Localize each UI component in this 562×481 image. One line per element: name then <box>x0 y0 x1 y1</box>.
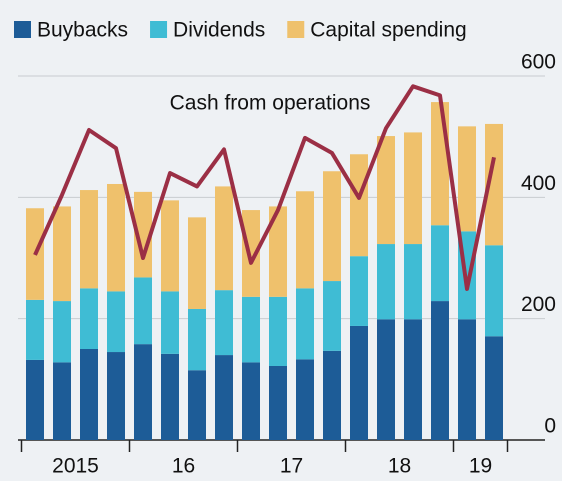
bar-segment <box>485 336 503 440</box>
bar-segment <box>431 102 449 226</box>
line-series <box>33 84 496 291</box>
bar-segment <box>161 291 179 354</box>
bar-segment <box>269 206 287 297</box>
x-tick-label: 19 <box>469 455 492 478</box>
bar-segment <box>323 350 341 440</box>
y-tick-label: 400 <box>521 172 556 195</box>
bar-segment <box>404 319 422 440</box>
annotation: Cash from operations <box>170 92 371 115</box>
bar-segment <box>134 344 152 440</box>
legend-swatch <box>150 21 168 38</box>
bar-segment <box>107 352 125 440</box>
bar-segment <box>404 244 422 320</box>
bar-segment <box>242 362 260 440</box>
y-tick-label: 0 <box>544 415 556 438</box>
bar-segment <box>485 123 503 246</box>
bar-segment <box>53 301 71 363</box>
x-tick-label: 16 <box>172 455 195 478</box>
bar-segment <box>323 281 341 351</box>
bar-segment <box>377 136 395 245</box>
bar-segment <box>350 256 368 326</box>
legend-swatch <box>287 21 305 38</box>
bar-segment <box>242 296 260 363</box>
bar-segment <box>431 301 449 440</box>
bar-segment <box>296 191 314 289</box>
bar-segment <box>107 291 125 353</box>
bar-segment <box>53 206 71 302</box>
bar-segment <box>215 290 233 356</box>
bar-segment <box>377 319 395 440</box>
bar-segment <box>458 319 476 440</box>
bar-segment <box>269 296 287 366</box>
bar-segment <box>350 154 368 257</box>
legend-label: Buybacks <box>37 19 128 42</box>
bar-segment <box>296 359 314 440</box>
y-tick-label: 600 <box>521 51 556 74</box>
bar-segment <box>296 288 314 360</box>
legend-label: Dividends <box>173 19 265 42</box>
bar-segment <box>404 132 422 245</box>
bar-segment <box>377 244 395 320</box>
bar-segment <box>431 225 449 302</box>
bar-segment <box>242 210 260 297</box>
bar-segment <box>107 183 125 292</box>
bar-segment <box>188 308 206 371</box>
y-tick-label: 200 <box>521 293 556 316</box>
bar-segment <box>323 171 341 282</box>
bar-segment <box>161 200 179 292</box>
bar-segment <box>188 217 206 309</box>
legend-swatch <box>14 21 31 38</box>
bar-segment <box>188 370 206 440</box>
bar-segment <box>26 299 44 360</box>
legend-label: Capital spending <box>310 19 466 42</box>
bar-segment <box>26 359 44 440</box>
x-tick-label: 17 <box>280 455 303 478</box>
bar-segment <box>215 355 233 440</box>
bar-segment <box>485 245 503 337</box>
bar-segment <box>53 362 71 440</box>
bar-segment <box>161 353 179 440</box>
x-tick-label: 18 <box>388 455 411 478</box>
bar-segment <box>215 186 233 291</box>
bar-segment <box>458 126 476 232</box>
bar-segment <box>80 349 98 440</box>
bar-segment <box>134 277 152 345</box>
bar-segment <box>269 365 287 440</box>
x-tick-label: 2015 <box>52 455 99 478</box>
bar-segment <box>80 190 98 289</box>
bar-segment <box>80 288 98 349</box>
bar-segment <box>350 325 368 440</box>
bar-segment <box>134 191 152 278</box>
